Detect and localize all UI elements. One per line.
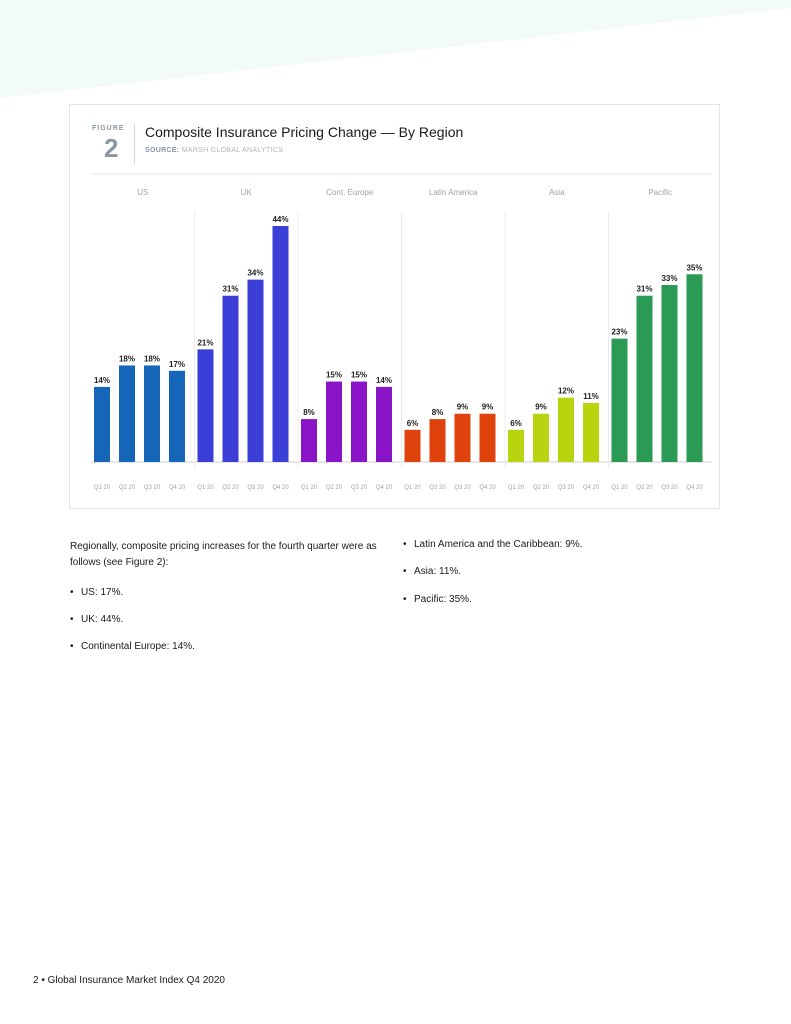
bar-cont-europe-2 xyxy=(326,381,342,462)
tick-label-latin-america-2: Q2 20 xyxy=(429,485,446,491)
bar-asia-3 xyxy=(558,397,574,462)
bar-chart: US 14% Q1 20 18% Q2 20 18% Q3 20 17% Q4 20 UK 21% Q… xyxy=(91,173,712,491)
bar-uk-3 xyxy=(247,279,264,462)
bar-us-4 xyxy=(169,370,185,462)
bar-pacific-3 xyxy=(661,285,678,462)
bar-us-3 xyxy=(144,365,160,462)
bar-pacific-1 xyxy=(611,338,628,462)
tick-label-asia-1: Q1 20 xyxy=(508,485,525,491)
tick-label-latin-america-4: Q4 20 xyxy=(479,485,496,491)
bar-cont-europe-4 xyxy=(376,386,392,462)
tick-label-asia-3: Q3 20 xyxy=(558,485,575,491)
tick-label-uk-2: Q2 20 xyxy=(222,485,239,491)
bar-latin-america-1 xyxy=(404,429,421,462)
bar-pacific-2 xyxy=(636,295,653,462)
data-label-latin-america-2: 8% xyxy=(432,408,444,417)
bar-uk-1 xyxy=(197,349,214,462)
tick-label-asia-2: Q2 20 xyxy=(533,485,550,491)
figure-label: FIGURE xyxy=(92,125,125,132)
data-label-pacific-3: 33% xyxy=(661,274,677,283)
tick-label-uk-3: Q3 20 xyxy=(247,485,264,491)
bar-cont-europe-1 xyxy=(301,419,317,462)
data-label-us-1: 14% xyxy=(94,376,110,385)
bar-cont-europe-3 xyxy=(351,381,367,462)
data-label-cont-europe-1: 8% xyxy=(303,408,315,417)
data-label-us-4: 17% xyxy=(169,360,185,369)
data-label-asia-2: 9% xyxy=(535,403,547,412)
data-label-pacific-1: 23% xyxy=(611,328,627,337)
bullet-asia: Asia: 11%. xyxy=(403,566,461,577)
source-text: MARSH GLOBAL ANALYTICS xyxy=(181,147,284,154)
tick-label-uk-1: Q1 20 xyxy=(197,485,214,491)
tick-label-asia-4: Q4 20 xyxy=(583,485,600,491)
figure-number: 2 xyxy=(104,133,119,163)
bullet-uk: UK: 44%. xyxy=(70,614,123,625)
tick-label-pacific-4: Q4 20 xyxy=(686,485,703,491)
data-label-pacific-2: 31% xyxy=(636,285,652,294)
tick-label-pacific-3: Q3 20 xyxy=(661,485,678,491)
tick-label-latin-america-1: Q1 20 xyxy=(404,485,421,491)
page-footer: 2 • Global Insurance Market Index Q4 202… xyxy=(33,975,225,986)
region-label-latin-america: Latin America xyxy=(429,188,478,197)
data-label-latin-america-1: 6% xyxy=(407,419,419,428)
data-label-uk-4: 44% xyxy=(272,215,288,224)
source-prefix: SOURCE: xyxy=(145,147,180,154)
tick-label-pacific-2: Q2 20 xyxy=(636,485,653,491)
data-label-asia-1: 6% xyxy=(510,419,522,428)
data-label-uk-3: 34% xyxy=(247,269,263,278)
data-label-cont-europe-3: 15% xyxy=(351,371,367,380)
figure-card: FIGURE 2 Composite Insurance Pricing Cha… xyxy=(69,104,720,509)
bar-uk-4 xyxy=(272,226,289,462)
bar-us-1 xyxy=(94,386,110,462)
bullet-us: US: 17%. xyxy=(70,587,123,598)
figure-source: SOURCE: MARSH GLOBAL ANALYTICS xyxy=(145,147,283,154)
tick-label-us-1: Q1 20 xyxy=(94,485,111,491)
background-wedge xyxy=(0,0,791,98)
tick-label-us-3: Q3 20 xyxy=(144,485,161,491)
tick-label-latin-america-3: Q3 20 xyxy=(454,485,471,491)
data-label-us-3: 18% xyxy=(144,354,160,363)
region-label-asia: Asia xyxy=(549,188,565,197)
bar-asia-2 xyxy=(533,413,549,462)
data-label-uk-2: 31% xyxy=(222,285,238,294)
bar-latin-america-4 xyxy=(479,413,496,462)
bar-us-2 xyxy=(119,365,135,462)
figure-divider xyxy=(134,124,135,164)
data-label-asia-4: 11% xyxy=(583,392,599,401)
data-label-cont-europe-4: 14% xyxy=(376,376,392,385)
data-label-latin-america-3: 9% xyxy=(457,403,469,412)
region-label-cont-europe: Cont. Europe xyxy=(326,188,374,197)
tick-label-cont-europe-1: Q1 20 xyxy=(301,485,318,491)
bullet-cont-europe: Continental Europe: 14%. xyxy=(70,641,195,652)
data-label-cont-europe-2: 15% xyxy=(326,371,342,380)
tick-label-us-4: Q4 20 xyxy=(169,485,186,491)
bar-latin-america-3 xyxy=(454,413,471,462)
region-label-us: US xyxy=(137,188,148,197)
intro-paragraph: Regionally, composite pricing increases … xyxy=(70,541,377,568)
data-label-asia-3: 12% xyxy=(558,387,574,396)
bar-asia-4 xyxy=(583,403,599,462)
tick-label-cont-europe-4: Q4 20 xyxy=(376,485,393,491)
bullet-pacific: Pacific: 35%. xyxy=(403,594,472,605)
region-label-uk: UK xyxy=(241,188,253,197)
bar-asia-1 xyxy=(508,429,524,462)
bar-latin-america-2 xyxy=(429,419,446,462)
data-label-pacific-4: 35% xyxy=(686,263,702,272)
data-label-us-2: 18% xyxy=(119,354,135,363)
bar-uk-2 xyxy=(222,295,239,462)
tick-label-uk-4: Q4 20 xyxy=(272,485,289,491)
bar-pacific-4 xyxy=(686,274,703,462)
tick-label-pacific-1: Q1 20 xyxy=(611,485,628,491)
figure-title: Composite Insurance Pricing Change — By … xyxy=(145,124,464,140)
tick-label-cont-europe-3: Q3 20 xyxy=(351,485,368,491)
tick-label-cont-europe-2: Q2 20 xyxy=(326,485,343,491)
tick-label-us-2: Q2 20 xyxy=(119,485,136,491)
data-label-uk-1: 21% xyxy=(197,338,213,347)
data-label-latin-america-4: 9% xyxy=(482,403,494,412)
bullet-latin-america: Latin America and the Caribbean: 9%. xyxy=(403,539,582,550)
region-label-pacific: Pacific xyxy=(648,188,672,197)
